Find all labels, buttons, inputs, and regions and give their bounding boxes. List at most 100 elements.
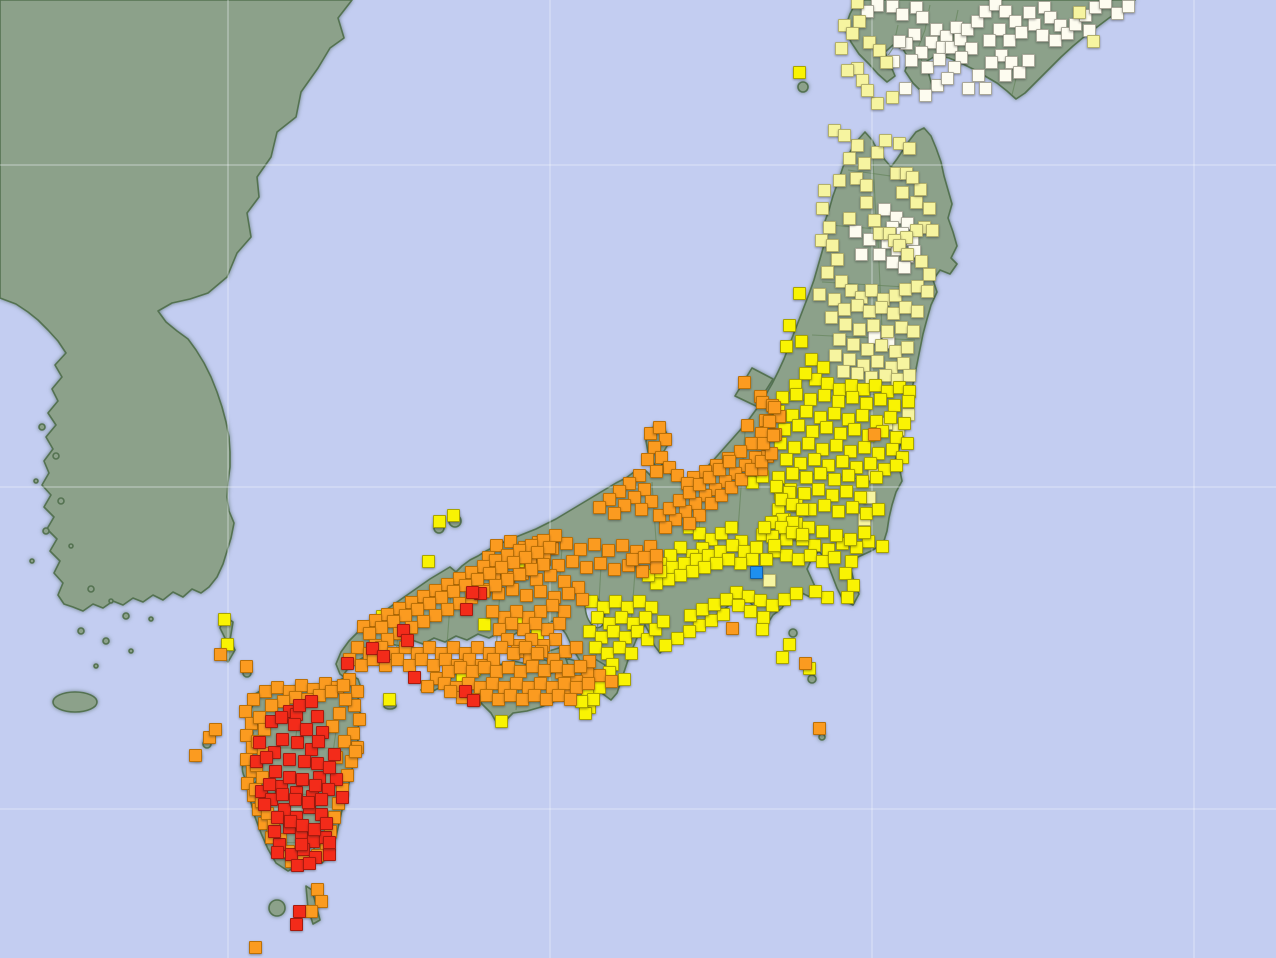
station-orange[interactable] — [741, 419, 754, 432]
station-yellow[interactable] — [758, 521, 771, 534]
station-red[interactable] — [260, 751, 273, 764]
station-orange[interactable] — [265, 699, 278, 712]
station-pale-yellow[interactable] — [1087, 35, 1100, 48]
station-orange[interactable] — [663, 502, 676, 515]
station-white[interactable] — [1122, 0, 1135, 13]
station-red[interactable] — [300, 723, 313, 736]
station-orange[interactable] — [703, 471, 716, 484]
station-yellow[interactable] — [783, 319, 796, 332]
station-orange[interactable] — [574, 543, 587, 556]
station-yellow[interactable] — [218, 613, 231, 626]
station-white[interactable] — [999, 69, 1012, 82]
station-yellow[interactable] — [808, 453, 821, 466]
station-pale-yellow[interactable] — [851, 139, 864, 152]
station-red[interactable] — [320, 817, 333, 830]
station-orange[interactable] — [574, 660, 587, 673]
station-red[interactable] — [460, 603, 473, 616]
station-pale-yellow[interactable] — [911, 305, 924, 318]
station-yellow[interactable] — [783, 638, 796, 651]
station-pale-yellow[interactable] — [863, 36, 876, 49]
station-orange[interactable] — [489, 579, 502, 592]
station-yellow[interactable] — [725, 521, 738, 534]
station-yellow[interactable] — [821, 591, 834, 604]
station-yellow[interactable] — [717, 608, 730, 621]
station-orange[interactable] — [659, 521, 672, 534]
station-pale-yellow[interactable] — [860, 196, 873, 209]
station-yellow[interactable] — [639, 611, 652, 624]
station-yellow[interactable] — [674, 569, 687, 582]
station-pale-yellow[interactable] — [901, 248, 914, 261]
station-red[interactable] — [268, 825, 281, 838]
station-white[interactable] — [1005, 56, 1018, 69]
station-orange[interactable] — [505, 617, 518, 630]
station-red[interactable] — [291, 736, 304, 749]
station-orange[interactable] — [490, 539, 503, 552]
station-pale-yellow[interactable] — [845, 284, 858, 297]
station-orange[interactable] — [693, 478, 706, 491]
station-pale-yellow[interactable] — [843, 152, 856, 165]
station-red[interactable] — [341, 657, 354, 670]
station-orange[interactable] — [249, 941, 262, 954]
station-orange[interactable] — [529, 617, 542, 630]
station-yellow[interactable] — [818, 499, 831, 512]
station-orange[interactable] — [673, 494, 686, 507]
station-yellow[interactable] — [800, 471, 813, 484]
station-pale-yellow[interactable] — [903, 369, 916, 382]
station-white[interactable] — [919, 89, 932, 102]
station-red[interactable] — [467, 694, 480, 707]
station-white[interactable] — [916, 11, 929, 24]
station-pale-yellow[interactable] — [847, 338, 860, 351]
station-yellow[interactable] — [830, 529, 843, 542]
station-pale-yellow[interactable] — [873, 44, 886, 57]
station-white[interactable] — [933, 53, 946, 66]
station-pale-yellow[interactable] — [860, 179, 873, 192]
station-white[interactable] — [1111, 7, 1124, 20]
station-pale-yellow[interactable] — [875, 339, 888, 352]
station-yellow[interactable] — [816, 443, 829, 456]
station-red[interactable] — [289, 793, 302, 806]
station-red[interactable] — [276, 788, 289, 801]
station-orange[interactable] — [544, 569, 557, 582]
station-red[interactable] — [290, 918, 303, 931]
station-orange[interactable] — [608, 507, 621, 520]
station-pale-yellow[interactable] — [910, 224, 923, 237]
station-yellow[interactable] — [876, 540, 889, 553]
station-yellow[interactable] — [587, 693, 600, 706]
station-white[interactable] — [930, 23, 943, 36]
station-yellow[interactable] — [854, 491, 867, 504]
station-orange[interactable] — [648, 441, 661, 454]
station-yellow[interactable] — [790, 587, 803, 600]
station-white[interactable] — [941, 72, 954, 85]
station-white[interactable] — [899, 82, 912, 95]
station-yellow[interactable] — [641, 633, 654, 646]
station-yellow[interactable] — [870, 471, 883, 484]
station-yellow[interactable] — [805, 353, 818, 366]
station-orange[interactable] — [693, 509, 706, 522]
station-pale-yellow[interactable] — [907, 325, 920, 338]
station-red[interactable] — [283, 753, 296, 766]
station-white[interactable] — [971, 15, 984, 28]
station-orange[interactable] — [650, 549, 663, 562]
station-yellow[interactable] — [756, 623, 769, 636]
station-orange[interactable] — [635, 503, 648, 516]
station-yellow[interactable] — [746, 553, 759, 566]
station-yellow[interactable] — [710, 557, 723, 570]
station-orange[interactable] — [638, 483, 651, 496]
station-yellow[interactable] — [830, 439, 843, 452]
station-pale-yellow[interactable] — [906, 171, 919, 184]
station-yellow[interactable] — [760, 553, 773, 566]
station-pale-yellow[interactable] — [763, 574, 776, 587]
station-yellow[interactable] — [812, 483, 825, 496]
station-pale-yellow[interactable] — [831, 253, 844, 266]
station-red[interactable] — [258, 798, 271, 811]
station-orange[interactable] — [441, 603, 454, 616]
station-yellow[interactable] — [422, 555, 435, 568]
station-yellow[interactable] — [776, 391, 789, 404]
station-white[interactable] — [1023, 6, 1036, 19]
station-pale-yellow[interactable] — [828, 293, 841, 306]
station-red[interactable] — [298, 755, 311, 768]
station-yellow[interactable] — [786, 467, 799, 480]
station-pale-yellow[interactable] — [851, 0, 864, 9]
station-white[interactable] — [999, 5, 1012, 18]
